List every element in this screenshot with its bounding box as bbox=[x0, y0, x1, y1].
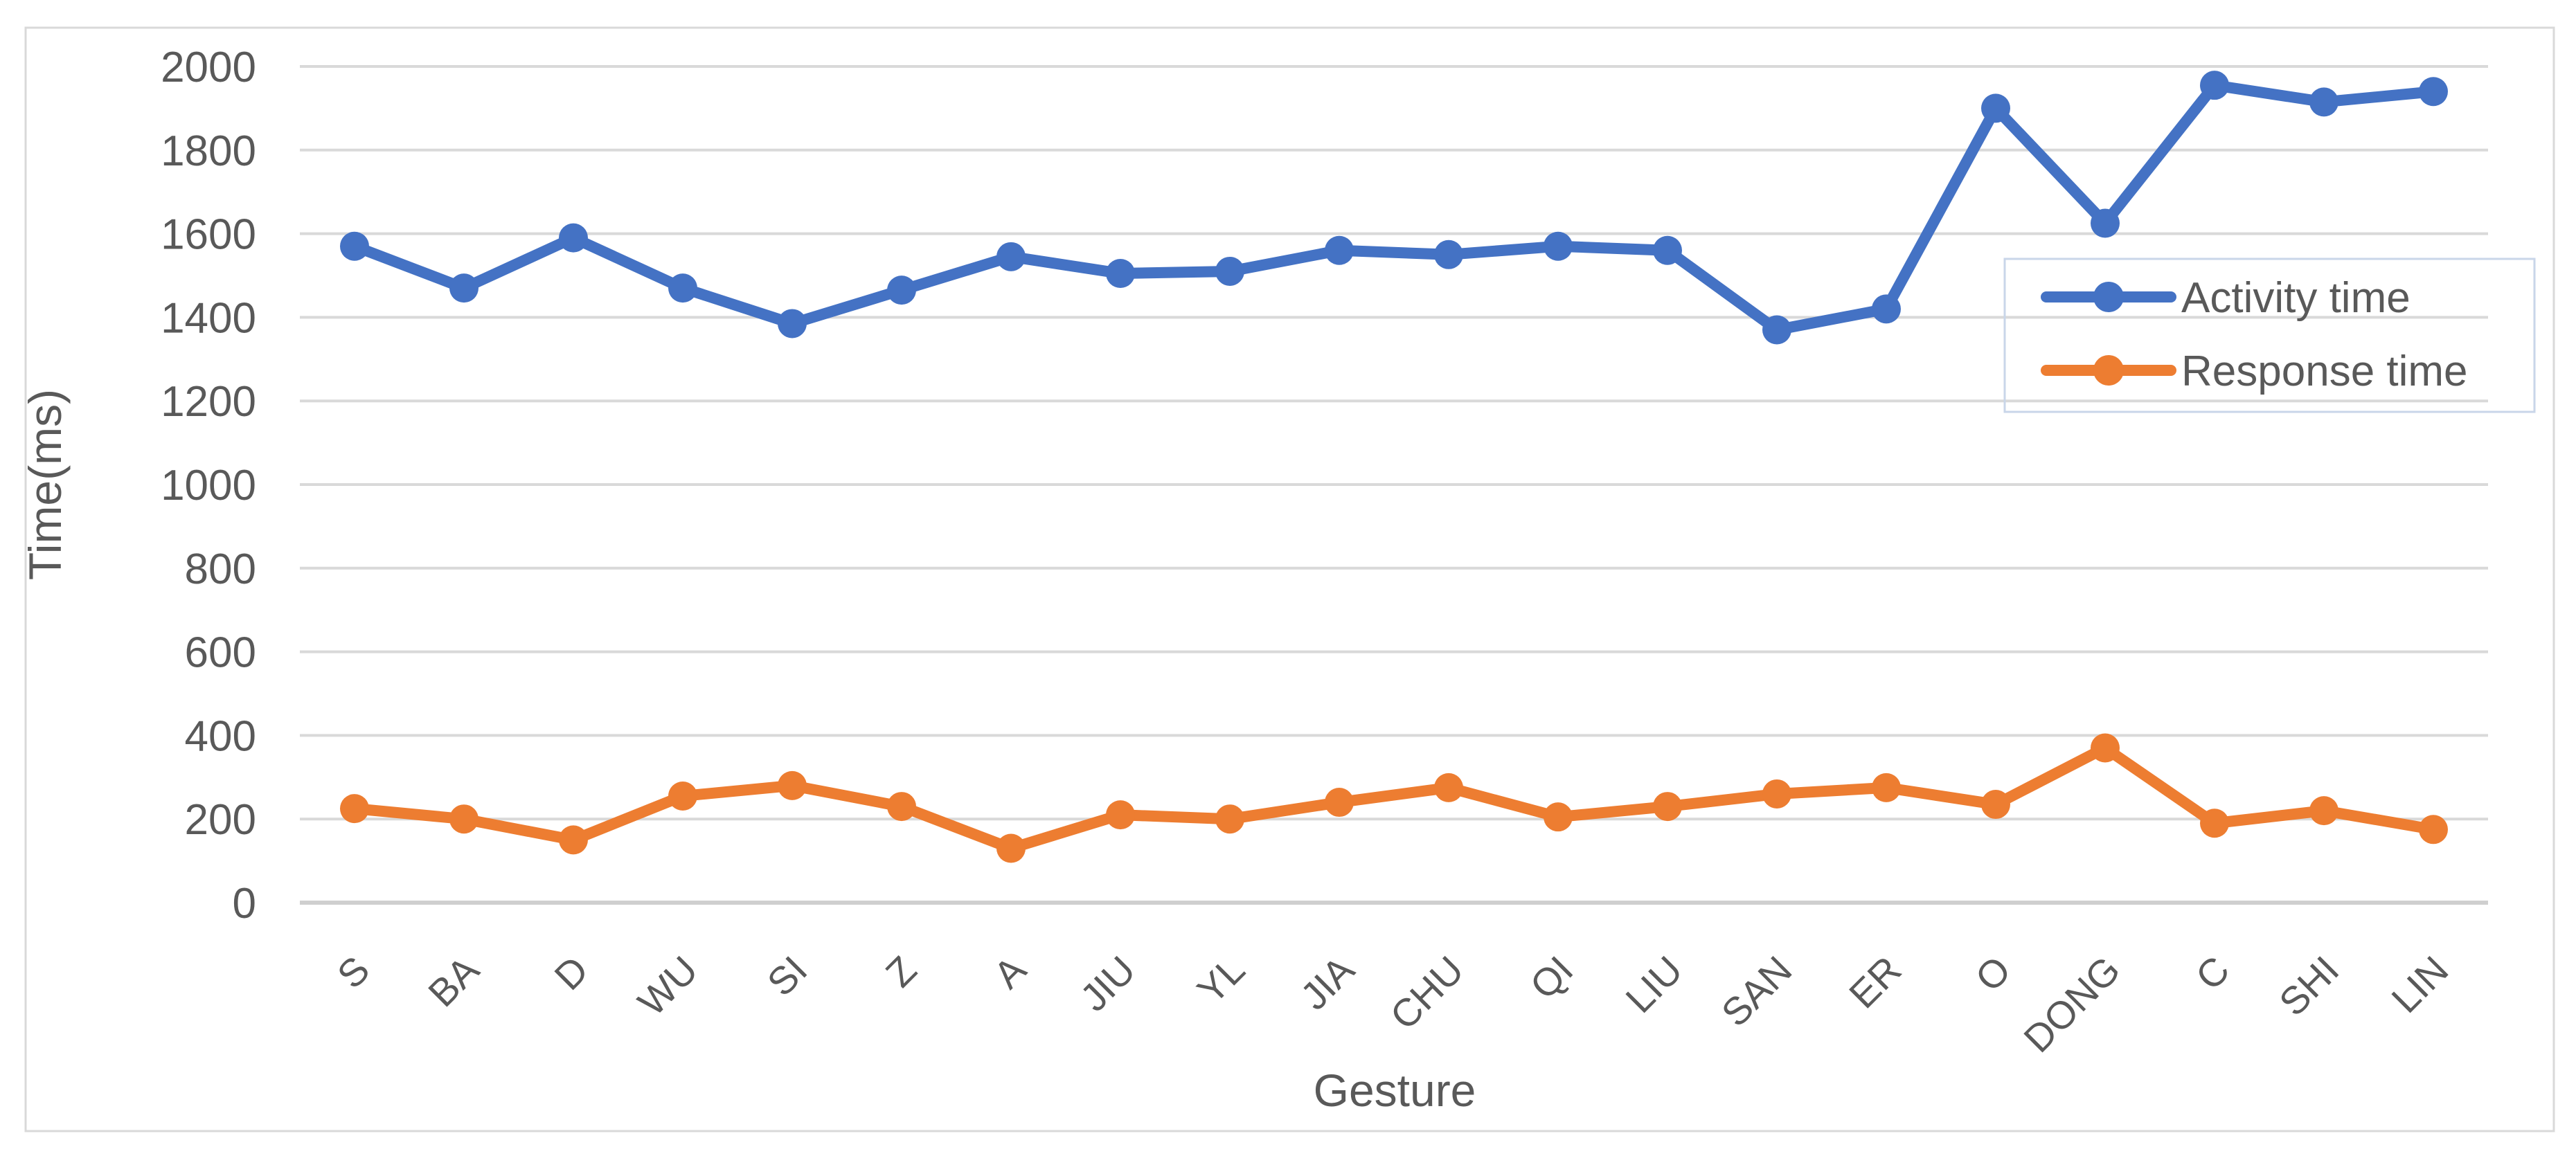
response-time-data-point-marker bbox=[1872, 773, 1901, 802]
activity-time-data-point-marker bbox=[1215, 256, 1244, 286]
activity-time-data-point-marker bbox=[1762, 315, 1791, 345]
y-tick-label: 1200 bbox=[161, 378, 256, 426]
y-tick-label: 1600 bbox=[161, 211, 256, 259]
activity-time-data-point-marker bbox=[1325, 235, 1354, 265]
response-time-data-point-marker bbox=[2091, 733, 2120, 763]
activity-time-data-point-marker bbox=[1544, 231, 1573, 261]
y-tick-label: 0 bbox=[233, 880, 256, 928]
activity-time-data-point-marker bbox=[1981, 93, 2010, 123]
legend-swatch-marker-response-time bbox=[2093, 355, 2124, 386]
activity-time-data-point-marker bbox=[449, 273, 478, 303]
y-tick-label: 200 bbox=[185, 796, 256, 844]
y-axis-tick-labels: 0 200 400 600 800 1000 1200 1400 1600 1800 2000 bbox=[161, 44, 256, 928]
activity-time-data-point-marker bbox=[2091, 208, 2120, 238]
activity-time-data-point-marker bbox=[1106, 258, 1135, 288]
activity-time-data-point-marker bbox=[1872, 294, 1901, 324]
series-layer bbox=[340, 71, 2448, 863]
chart-frame bbox=[24, 26, 2555, 1132]
legend-box bbox=[2003, 258, 2536, 413]
activity-time-data-point-marker bbox=[2200, 71, 2229, 100]
y-tick-label: 2000 bbox=[161, 44, 256, 91]
response-time-data-point-marker bbox=[1434, 773, 1463, 802]
response-time-data-point-marker bbox=[1106, 800, 1135, 830]
y-tick-label: 600 bbox=[185, 629, 256, 677]
response-time-line-path bbox=[349, 742, 2439, 854]
y-axis-title: Time(ms) bbox=[19, 389, 71, 580]
y-tick-label: 1800 bbox=[161, 127, 256, 175]
legend-label-activity-time: Activity time bbox=[2181, 274, 2410, 322]
response-time-data-point-marker bbox=[1981, 790, 2010, 820]
activity-time-data-point-marker bbox=[1653, 235, 1682, 265]
response-time-data-point-marker bbox=[559, 825, 588, 855]
response-time-data-point-marker bbox=[1544, 802, 1573, 832]
activity-time-data-point-marker bbox=[559, 223, 588, 253]
response-time-data-point-marker bbox=[340, 794, 369, 824]
series-response-time bbox=[340, 733, 2448, 863]
response-time-data-point-marker bbox=[996, 833, 1026, 863]
response-time-data-point-marker bbox=[2309, 796, 2338, 826]
response-time-data-point-marker bbox=[2419, 815, 2448, 845]
activity-time-data-point-marker bbox=[2419, 77, 2448, 107]
x-axis-title: Gesture bbox=[1314, 1065, 1476, 1116]
response-time-data-point-marker bbox=[1215, 804, 1244, 834]
y-tick-label: 1400 bbox=[161, 294, 256, 342]
legend-swatch-marker-activity-time bbox=[2093, 282, 2124, 312]
activity-time-data-point-marker bbox=[778, 309, 807, 338]
y-tick-label: 800 bbox=[185, 545, 256, 593]
activity-time-data-point-marker bbox=[1434, 240, 1463, 269]
response-time-data-point-marker bbox=[887, 792, 916, 822]
legend: Activity time Response time bbox=[2003, 258, 2536, 413]
activity-time-data-point-marker bbox=[668, 273, 697, 303]
activity-time-data-point-marker bbox=[887, 276, 916, 305]
series-activity-time bbox=[340, 71, 2448, 345]
response-time-data-point-marker bbox=[1325, 788, 1354, 818]
response-time-data-point-marker bbox=[2200, 809, 2229, 838]
activity-time-data-point-marker bbox=[340, 231, 369, 261]
activity-time-data-point-marker bbox=[2309, 87, 2338, 117]
response-time-data-point-marker bbox=[449, 804, 478, 834]
response-time-data-point-marker bbox=[778, 770, 807, 800]
response-time-data-point-marker bbox=[1762, 779, 1791, 809]
activity-time-data-point-marker bbox=[996, 242, 1026, 271]
activity-time-line-path bbox=[349, 80, 2439, 336]
response-time-data-point-marker bbox=[668, 781, 697, 811]
legend-label-response-time: Response time bbox=[2181, 347, 2468, 395]
y-tick-label: 400 bbox=[185, 712, 256, 760]
response-time-data-point-marker bbox=[1653, 792, 1682, 822]
gridlines bbox=[300, 65, 2488, 905]
y-tick-label: 1000 bbox=[161, 462, 256, 509]
